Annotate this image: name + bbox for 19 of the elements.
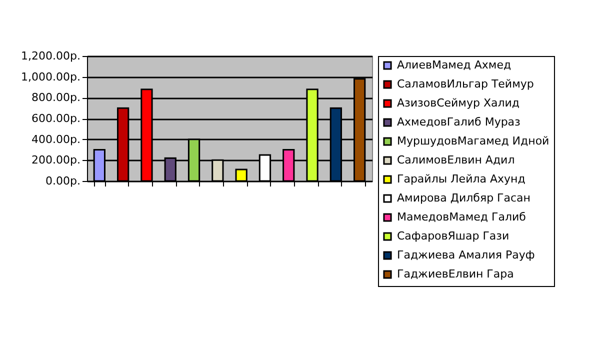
legend-label: АлиевМамед Ахмед	[397, 58, 512, 72]
legend-label: МуршудовМагамед Идной	[397, 134, 550, 148]
y-tick-label: 800.00р.	[32, 91, 80, 104]
legend-label: СалимовЕлвин Адил	[397, 154, 515, 166]
y-tick-label: 400.00р.	[32, 132, 80, 146]
y-tick-label: 600.00р.	[32, 112, 80, 125]
legend-label: Гарайлы Лейла Ахунд	[397, 172, 526, 186]
legend-label: Амирова Дилбяр Гасан	[397, 192, 530, 204]
legend-label: МамедовМамед Галиб	[397, 210, 526, 224]
y-tick-label: 0.00р.	[46, 174, 80, 188]
legend-label: Гаджиева Амалия Рауф	[397, 248, 535, 262]
legend-label: СаламовИльгар Теймур	[397, 78, 534, 90]
legend-label: СафаровЯшар Гази	[397, 230, 510, 242]
y-tick-label: 1,000.00р.	[21, 70, 80, 84]
legend-label: ГаджиевЕлвин Гара	[397, 268, 514, 280]
legend-label: АхмедовГалиб Мураз	[397, 116, 521, 128]
legend-label: АзизовСеймур Халид	[397, 96, 520, 110]
y-tick-label: 200.00р.	[32, 154, 80, 167]
y-tick-label: 1,200.00р.	[21, 50, 80, 62]
